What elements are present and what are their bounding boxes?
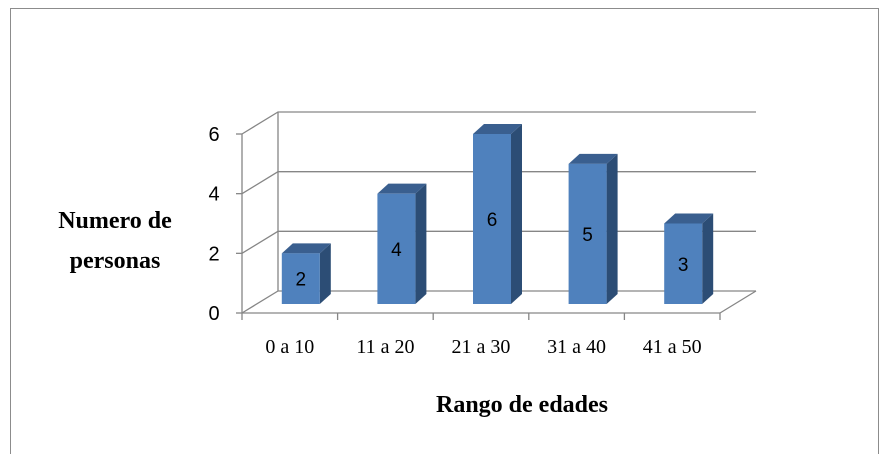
x-tick-labels: 0 a 10 11 a 20 21 a 30 31 a 40 41 a 50 xyxy=(265,336,701,358)
bar-front xyxy=(377,193,416,304)
bar-front xyxy=(664,223,703,304)
x-tick-label: 41 a 50 xyxy=(643,336,702,358)
x-tick-label: 11 a 20 xyxy=(356,336,414,358)
bar-front xyxy=(281,253,320,304)
y-tick-label: 2 xyxy=(208,243,219,265)
x-tick-label: 31 a 40 xyxy=(547,336,606,358)
x-axis-title: Rango de edades xyxy=(436,392,608,418)
data-label: 6 xyxy=(487,210,498,231)
y-axis-title-line-1: Numero de xyxy=(58,208,172,234)
bar-front xyxy=(568,163,607,304)
bar-side xyxy=(702,213,714,304)
bar: 4 xyxy=(377,183,427,304)
bar: 2 xyxy=(281,243,331,304)
floor-edge xyxy=(719,290,757,314)
data-label: 5 xyxy=(582,225,593,246)
x-tick-label: 0 a 10 xyxy=(265,336,314,358)
data-label: 4 xyxy=(391,240,402,261)
bar-side xyxy=(415,183,427,304)
x-tick-label: 21 a 30 xyxy=(452,336,511,358)
bar-front xyxy=(473,134,511,304)
bar: 6 xyxy=(473,124,522,304)
bar-side xyxy=(606,153,618,304)
y-tick-label: 6 xyxy=(208,124,219,146)
bar-side xyxy=(511,124,522,304)
bars: 2 4 6 5 3 xyxy=(281,124,714,304)
bar-top xyxy=(281,243,331,254)
bar-top xyxy=(568,153,618,164)
bar-top xyxy=(473,124,522,134)
y-tick-label: 4 xyxy=(208,184,219,206)
chart-frame xyxy=(10,8,879,454)
bar: 3 xyxy=(664,213,714,304)
data-label: 2 xyxy=(296,270,307,291)
bar: 5 xyxy=(568,153,618,304)
y-axis-title-line-2: personas xyxy=(70,248,161,274)
bar-side xyxy=(319,243,331,304)
data-label: 3 xyxy=(678,255,689,276)
gridlines xyxy=(236,111,757,320)
bar-top xyxy=(664,213,714,224)
y-tick-label: 0 xyxy=(208,303,219,325)
y-tick-labels: 0 2 4 6 xyxy=(208,124,219,325)
bar-top xyxy=(377,183,427,194)
